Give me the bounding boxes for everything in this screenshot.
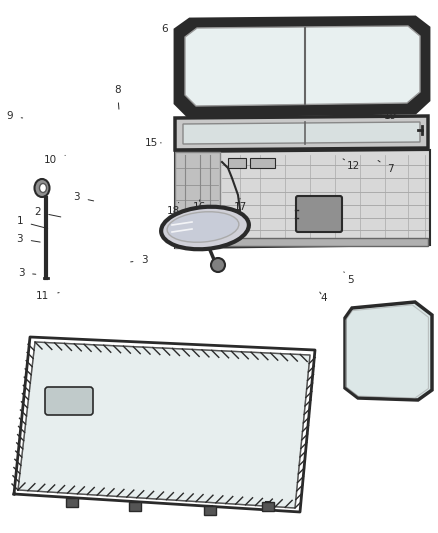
Text: 18: 18	[166, 203, 180, 215]
Bar	[228, 158, 246, 168]
Polygon shape	[18, 342, 310, 508]
Ellipse shape	[161, 207, 249, 249]
Polygon shape	[183, 122, 420, 144]
Ellipse shape	[167, 212, 239, 243]
Polygon shape	[345, 302, 432, 400]
Text: 16: 16	[193, 200, 206, 212]
Bar	[250, 158, 275, 168]
Text: 14: 14	[207, 80, 223, 93]
FancyBboxPatch shape	[296, 196, 342, 232]
Polygon shape	[346, 305, 428, 398]
Text: 3: 3	[73, 192, 94, 202]
Ellipse shape	[39, 183, 46, 192]
Text: 19: 19	[380, 111, 397, 121]
FancyBboxPatch shape	[45, 387, 93, 415]
Text: 3: 3	[16, 234, 40, 244]
Bar	[66, 498, 78, 507]
Text: 7: 7	[378, 160, 394, 174]
Bar	[129, 502, 141, 511]
Text: 3: 3	[131, 255, 148, 265]
Text: 9: 9	[6, 111, 23, 121]
Text: 5: 5	[344, 272, 354, 285]
Text: 15: 15	[145, 138, 161, 148]
Polygon shape	[175, 150, 430, 248]
Bar	[222, 238, 428, 246]
Text: 4: 4	[320, 292, 328, 303]
Text: 3: 3	[18, 268, 36, 278]
Text: 2: 2	[34, 207, 61, 217]
Bar	[204, 506, 216, 515]
Text: 8: 8	[114, 85, 121, 109]
Text: 6: 6	[161, 25, 192, 39]
Ellipse shape	[35, 179, 49, 197]
Polygon shape	[175, 116, 428, 150]
Text: 11: 11	[36, 291, 59, 301]
Text: 1: 1	[16, 216, 48, 229]
Text: 13: 13	[281, 90, 299, 100]
Text: 12: 12	[343, 159, 360, 171]
Polygon shape	[176, 18, 428, 115]
Polygon shape	[175, 152, 220, 248]
Bar	[262, 502, 274, 511]
Text: 17: 17	[233, 198, 247, 212]
Polygon shape	[185, 26, 420, 106]
Text: 10: 10	[44, 155, 65, 165]
Circle shape	[211, 258, 225, 272]
